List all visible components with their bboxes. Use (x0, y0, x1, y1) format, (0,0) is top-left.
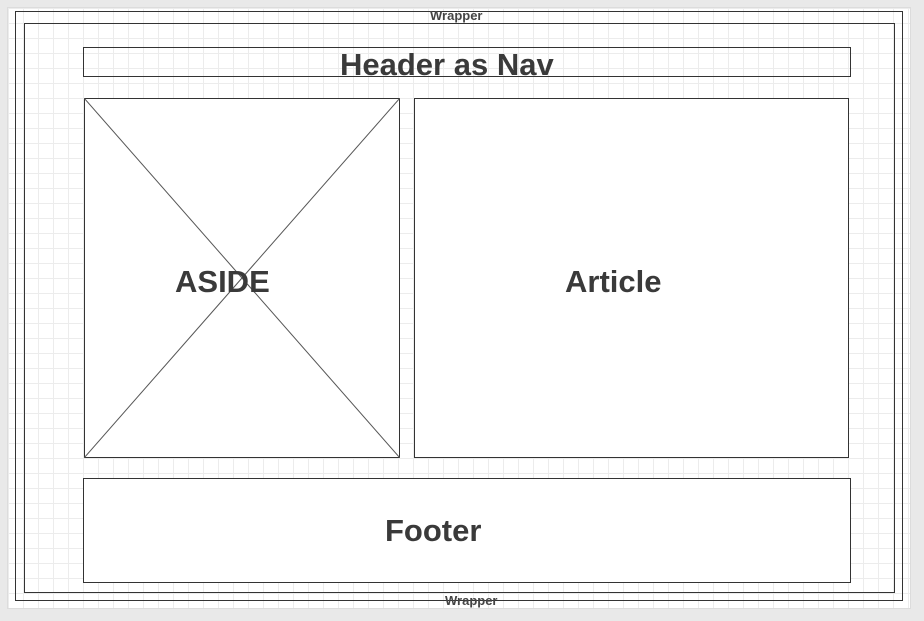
footer-box (83, 478, 851, 583)
inner-wrapper-box (24, 23, 895, 593)
outer-wrapper-box (15, 11, 903, 601)
image-placeholder-cross-icon (84, 98, 400, 458)
header-nav-box (83, 47, 851, 77)
aside-label: ASIDE (175, 264, 270, 299)
header-nav-label: Header as Nav (340, 47, 554, 82)
wrapper-bottom-label: Wrapper (445, 593, 498, 608)
cross-line-2 (84, 98, 400, 458)
article-box (414, 98, 849, 458)
article-label: Article (565, 264, 662, 299)
wrapper-top-label: Wrapper (430, 8, 483, 23)
footer-label: Footer (385, 513, 482, 548)
